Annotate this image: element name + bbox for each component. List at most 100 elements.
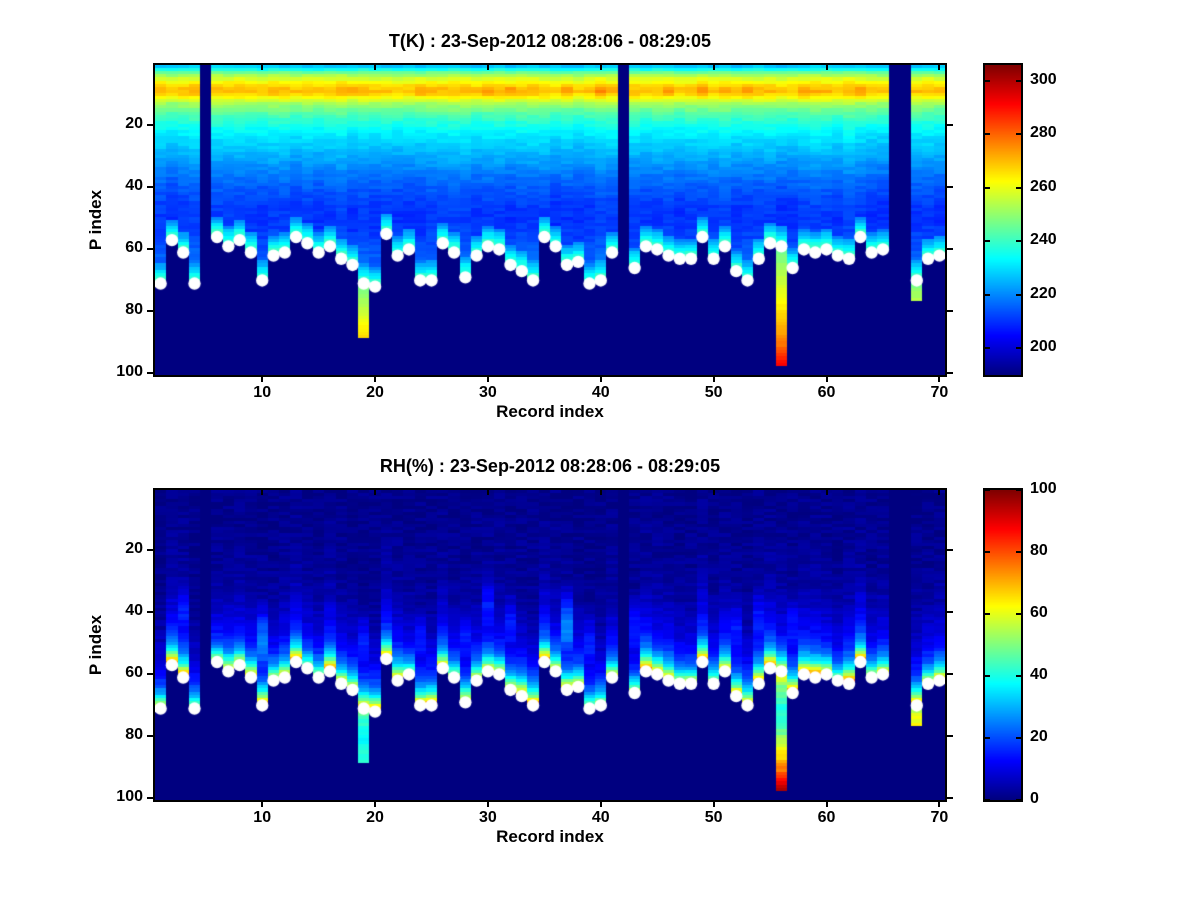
y-tick-label: 20 (125, 115, 143, 133)
colorbar-tick-mark-right (1016, 613, 1021, 615)
x-tick-label: 50 (704, 809, 723, 826)
colorbar-tick-label: 20 (1030, 728, 1048, 745)
colorbar-tick-mark-right (1016, 489, 1021, 491)
y-tick-label: 20 (125, 540, 143, 558)
x-tick-mark (261, 802, 264, 807)
y-tick-mark (147, 611, 153, 614)
colorbar-tick-mark (985, 293, 990, 296)
x-tick-label: 40 (591, 809, 610, 826)
x-tick-mark-top (599, 490, 602, 495)
x-tick-label: 20 (366, 384, 384, 401)
humidity-heatmap-axes (153, 488, 947, 802)
colorbar-tick-label: 300 (1030, 71, 1057, 89)
colorbar-tick-mark-right (1016, 133, 1021, 136)
x-tick-mark (712, 802, 715, 807)
colorbar-tick-mark-right (1016, 240, 1021, 243)
colorbar-tick-label: 100 (1030, 480, 1057, 497)
colorbar-tick-label: 40 (1030, 666, 1048, 683)
colorbar-tick-label: 60 (1030, 604, 1048, 621)
x-tick-mark-top (261, 65, 264, 70)
y-tick-label: 60 (125, 664, 143, 682)
x-tick-mark-top (486, 65, 489, 70)
y-tick-label: 100 (116, 788, 143, 806)
y-tick-label: 80 (125, 726, 143, 744)
x-tick-label: 30 (479, 809, 497, 826)
x-tick-mark (938, 802, 941, 807)
colorbar-tick-mark (985, 347, 990, 350)
y-tick-mark-right (947, 797, 953, 800)
x-tick-mark-top (486, 490, 489, 495)
colorbar-tick-label: 220 (1030, 284, 1057, 302)
humidity-plot-title: RH(%) : 23-Sep-2012 08:28:06 - 08:29:05 (379, 456, 721, 476)
colorbar-tick-label: 260 (1030, 177, 1057, 195)
y-tick-mark (147, 248, 153, 251)
colorbar-tick-mark-right (1016, 347, 1021, 350)
colorbar-tick-mark (985, 737, 990, 739)
x-tick-mark-top (374, 490, 377, 495)
humidity-heatmap-canvas (155, 490, 945, 800)
x-tick-mark (261, 377, 264, 382)
colorbar-tick-mark (985, 240, 990, 243)
y-tick-mark (147, 372, 153, 375)
x-tick-mark-top (825, 490, 828, 495)
colorbar-tick-mark (985, 133, 990, 136)
colorbar-tick-mark (985, 186, 990, 189)
colorbar-tick-mark (985, 551, 990, 553)
temperature-plot-title: T(K) : 23-Sep-2012 08:28:06 - 08:29:05 (388, 31, 712, 51)
colorbar-tick-mark (985, 80, 990, 83)
x-tick-label: 30 (479, 384, 497, 401)
colorbar-tick-mark (985, 489, 990, 491)
colorbar-tick-label: 240 (1030, 231, 1057, 249)
x-tick-mark-top (712, 490, 715, 495)
colorbar-tick-label: 200 (1030, 338, 1057, 356)
x-tick-label: 60 (817, 809, 836, 826)
x-tick-mark (599, 802, 602, 807)
humidity-x-axis-label: Record index (496, 827, 604, 846)
x-tick-label: 50 (704, 384, 723, 401)
colorbar-tick-mark-right (1016, 551, 1021, 553)
colorbar-tick-mark-right (1016, 186, 1021, 189)
x-tick-label: 70 (930, 809, 949, 826)
y-tick-mark-right (947, 124, 953, 127)
x-tick-label: 70 (930, 384, 949, 401)
x-tick-mark (486, 802, 489, 807)
temperature-colorbar (983, 63, 1023, 377)
colorbar-tick-mark-right (1016, 675, 1021, 677)
x-tick-mark-top (261, 490, 264, 495)
x-tick-mark (599, 377, 602, 382)
colorbar-tick-label: 280 (1030, 124, 1057, 142)
y-tick-mark (147, 124, 153, 127)
y-tick-mark (147, 735, 153, 738)
x-tick-mark-top (938, 65, 941, 70)
y-tick-mark (147, 310, 153, 313)
x-tick-mark-top (938, 490, 941, 495)
y-tick-label: 40 (125, 177, 143, 195)
temperature-heatmap-axes (153, 63, 947, 377)
y-tick-mark-right (947, 673, 953, 676)
x-tick-mark (374, 802, 377, 807)
humidity-y-axis-label: P index (86, 614, 105, 676)
y-tick-mark-right (947, 611, 953, 614)
x-tick-mark (486, 377, 489, 382)
x-tick-label: 20 (366, 809, 384, 826)
temperature-y-axis-label: P index (86, 189, 105, 251)
y-tick-label: 80 (125, 301, 143, 319)
y-tick-mark-right (947, 735, 953, 738)
humidity-colorbar (983, 488, 1023, 802)
x-tick-mark-top (374, 65, 377, 70)
colorbar-tick-mark (985, 799, 990, 801)
x-tick-mark-top (825, 65, 828, 70)
x-tick-label: 10 (253, 809, 272, 826)
y-tick-mark-right (947, 248, 953, 251)
x-tick-label: 60 (817, 384, 836, 401)
x-tick-mark (374, 377, 377, 382)
temperature-heatmap-canvas (155, 65, 945, 375)
y-tick-label: 100 (116, 363, 143, 381)
y-tick-mark (147, 673, 153, 676)
y-tick-mark (147, 549, 153, 552)
x-tick-mark (825, 377, 828, 382)
x-tick-mark (712, 377, 715, 382)
y-tick-label: 60 (125, 239, 143, 257)
x-tick-label: 10 (253, 384, 272, 401)
